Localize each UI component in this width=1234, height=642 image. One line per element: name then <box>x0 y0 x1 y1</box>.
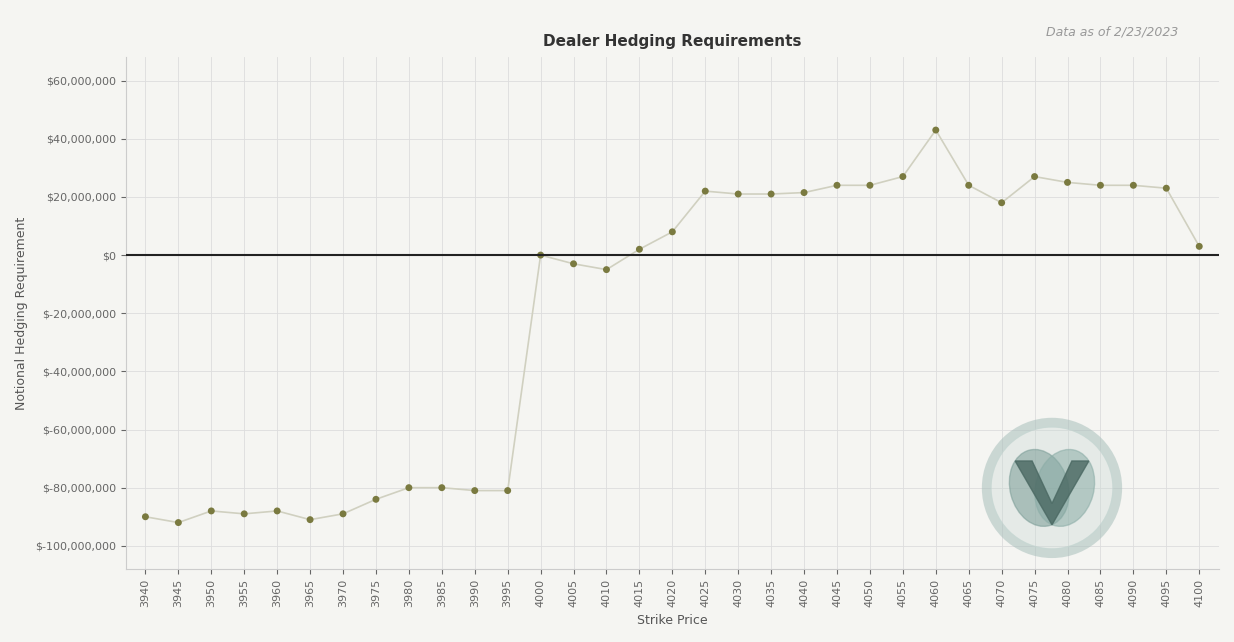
Point <box>1190 241 1209 252</box>
Point <box>926 125 945 135</box>
Point <box>497 485 517 496</box>
Point <box>1156 183 1176 193</box>
Point <box>234 508 254 519</box>
Point <box>959 180 979 191</box>
Point <box>795 187 814 198</box>
Point <box>201 506 221 516</box>
Point <box>663 227 682 237</box>
Point <box>531 250 550 260</box>
Point <box>432 483 452 493</box>
Point <box>564 259 584 269</box>
Point <box>399 483 418 493</box>
Point <box>300 514 320 525</box>
Point <box>827 180 847 191</box>
Point <box>1024 171 1044 182</box>
Point <box>1058 177 1077 187</box>
Title: Dealer Hedging Requirements: Dealer Hedging Requirements <box>543 34 802 49</box>
Point <box>696 186 716 196</box>
X-axis label: Strike Price: Strike Price <box>637 614 707 627</box>
Point <box>333 508 353 519</box>
Polygon shape <box>1016 461 1088 525</box>
Circle shape <box>991 427 1113 549</box>
Ellipse shape <box>1009 449 1069 526</box>
Point <box>596 265 616 275</box>
Point <box>465 485 485 496</box>
Point <box>136 512 155 522</box>
Point <box>893 171 913 182</box>
Point <box>860 180 880 191</box>
Point <box>268 506 288 516</box>
Y-axis label: Notional Hedging Requirement: Notional Hedging Requirement <box>15 216 28 410</box>
Point <box>1091 180 1111 191</box>
Point <box>761 189 781 199</box>
Point <box>1123 180 1143 191</box>
Point <box>366 494 386 505</box>
Text: Data as of 2/23/2023: Data as of 2/23/2023 <box>1046 26 1178 39</box>
Point <box>169 517 189 528</box>
Ellipse shape <box>1035 449 1095 526</box>
Point <box>629 244 649 254</box>
Point <box>728 189 748 199</box>
Point <box>992 198 1012 208</box>
